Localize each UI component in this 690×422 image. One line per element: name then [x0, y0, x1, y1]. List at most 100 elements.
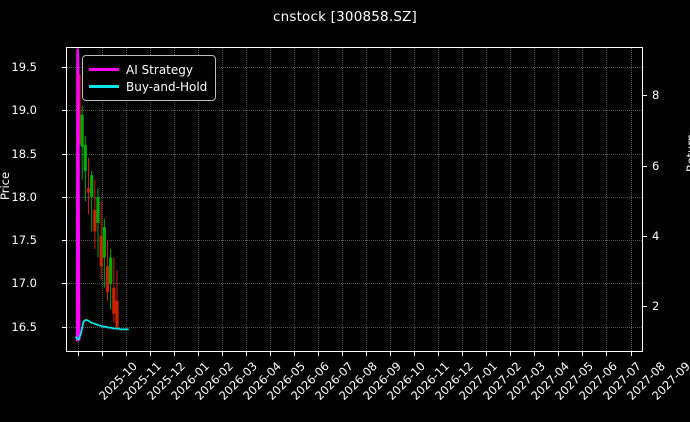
- legend: AI Strategy Buy-and-Hold: [82, 55, 217, 101]
- y-tick-mark-right: [643, 95, 647, 97]
- gridline-vertical: [486, 48, 488, 351]
- legend-label-buy-and-hold: Buy-and-Hold: [126, 79, 208, 94]
- legend-item-ai-strategy[interactable]: AI Strategy: [89, 61, 207, 78]
- y-tick-mark-right: [643, 306, 647, 308]
- y-tick-label-right: 6: [652, 158, 660, 173]
- gridline-vertical: [582, 48, 584, 351]
- x-tick-mark: [558, 352, 560, 356]
- x-tick-mark: [390, 352, 392, 356]
- x-tick-mark: [438, 352, 440, 356]
- gridline-vertical: [606, 48, 608, 351]
- gridline-vertical: [125, 48, 127, 351]
- x-tick-mark: [486, 352, 488, 356]
- x-tick-mark: [101, 352, 103, 356]
- candle-body: [105, 266, 110, 293]
- y-tick-label-left: 17.0: [11, 276, 37, 291]
- y-tick-label-right: 2: [652, 299, 660, 314]
- gridline-vertical: [269, 48, 271, 351]
- x-tick-mark: [630, 352, 632, 356]
- gridline-vertical: [438, 48, 440, 351]
- series-line-buy-and-hold: [75, 318, 129, 341]
- gridline-vertical: [221, 48, 223, 351]
- y-tick-mark-left: [62, 326, 66, 328]
- x-tick-mark: [317, 352, 319, 356]
- y-tick-label-right: 4: [652, 228, 660, 243]
- gridline-vertical: [173, 48, 175, 351]
- candle-body: [99, 235, 103, 267]
- y-axis-label-right: Return: [684, 133, 690, 172]
- gridline-vertical: [462, 48, 464, 351]
- y-tick-mark-left: [62, 153, 66, 155]
- legend-label-ai-strategy: AI Strategy: [126, 62, 193, 77]
- y-tick-label-right: 8: [652, 88, 660, 103]
- gridline-horizontal: [67, 67, 642, 69]
- legend-swatch-buy-and-hold: [89, 85, 119, 88]
- x-tick-mark: [77, 352, 79, 356]
- y-tick-label-left: 18.5: [11, 146, 37, 161]
- y-tick-mark-left: [62, 283, 66, 285]
- y-tick-mark-right: [643, 235, 647, 237]
- y-tick-mark-right: [643, 165, 647, 167]
- x-tick-mark: [197, 352, 199, 356]
- y-tick-mark-left: [62, 110, 66, 112]
- gridline-horizontal: [67, 110, 642, 112]
- candle-body: [102, 227, 106, 258]
- gridline-vertical: [414, 48, 416, 351]
- gridline-vertical: [366, 48, 368, 351]
- gridline-vertical: [317, 48, 319, 351]
- gridline-horizontal: [67, 153, 642, 155]
- gridline-vertical: [101, 48, 103, 351]
- gridline-vertical: [293, 48, 295, 351]
- x-tick-mark: [510, 352, 512, 356]
- y-tick-mark-left: [62, 196, 66, 198]
- candle-body: [93, 209, 97, 232]
- y-tick-mark-left: [62, 67, 66, 69]
- candle-body: [96, 196, 100, 223]
- x-tick-mark: [293, 352, 295, 356]
- x-tick-mark: [245, 352, 247, 356]
- gridline-vertical: [558, 48, 560, 351]
- x-tick-mark: [125, 352, 127, 356]
- x-tick-mark: [606, 352, 608, 356]
- y-tick-label-left: 16.5: [11, 319, 37, 334]
- legend-item-buy-and-hold[interactable]: Buy-and-Hold: [89, 78, 207, 95]
- x-tick-mark: [462, 352, 464, 356]
- x-tick-mark: [534, 352, 536, 356]
- series-canvas: [75, 48, 129, 342]
- x-tick-mark: [269, 352, 271, 356]
- legend-swatch-ai-strategy: [89, 68, 119, 71]
- gridline-vertical: [390, 48, 392, 351]
- candle-body: [109, 257, 113, 284]
- candle-body: [86, 188, 91, 193]
- gridline-horizontal: [67, 326, 642, 328]
- gridline-vertical: [245, 48, 247, 351]
- candle-body: [115, 300, 119, 327]
- y-tick-label-left: 18.0: [11, 189, 37, 204]
- series-line-ai-strategy: [75, 48, 81, 342]
- gridline-vertical: [149, 48, 151, 351]
- gridline-vertical: [534, 48, 536, 351]
- x-tick-mark: [582, 352, 584, 356]
- y-tick-label-left: 17.5: [11, 233, 37, 248]
- gridline-horizontal: [67, 283, 642, 285]
- x-tick-mark: [221, 352, 223, 356]
- gridline-vertical: [341, 48, 343, 351]
- x-tick-mark: [341, 352, 343, 356]
- y-tick-label-left: 19.0: [11, 103, 37, 118]
- candle-body: [112, 287, 116, 314]
- candle-body: [80, 114, 84, 147]
- y-tick-mark-left: [62, 240, 66, 242]
- x-tick-mark: [366, 352, 368, 356]
- candle-body: [90, 175, 94, 197]
- gridline-vertical: [510, 48, 512, 351]
- gridline-horizontal: [67, 240, 642, 242]
- candle-body: [83, 144, 87, 171]
- gridline-vertical: [630, 48, 632, 351]
- gridline-vertical: [197, 48, 199, 351]
- x-tick-mark: [414, 352, 416, 356]
- gridline-horizontal: [67, 196, 642, 198]
- x-tick-mark: [149, 352, 151, 356]
- x-tick-mark: [173, 352, 175, 356]
- page-title: cnstock [300858.SZ]: [272, 9, 418, 25]
